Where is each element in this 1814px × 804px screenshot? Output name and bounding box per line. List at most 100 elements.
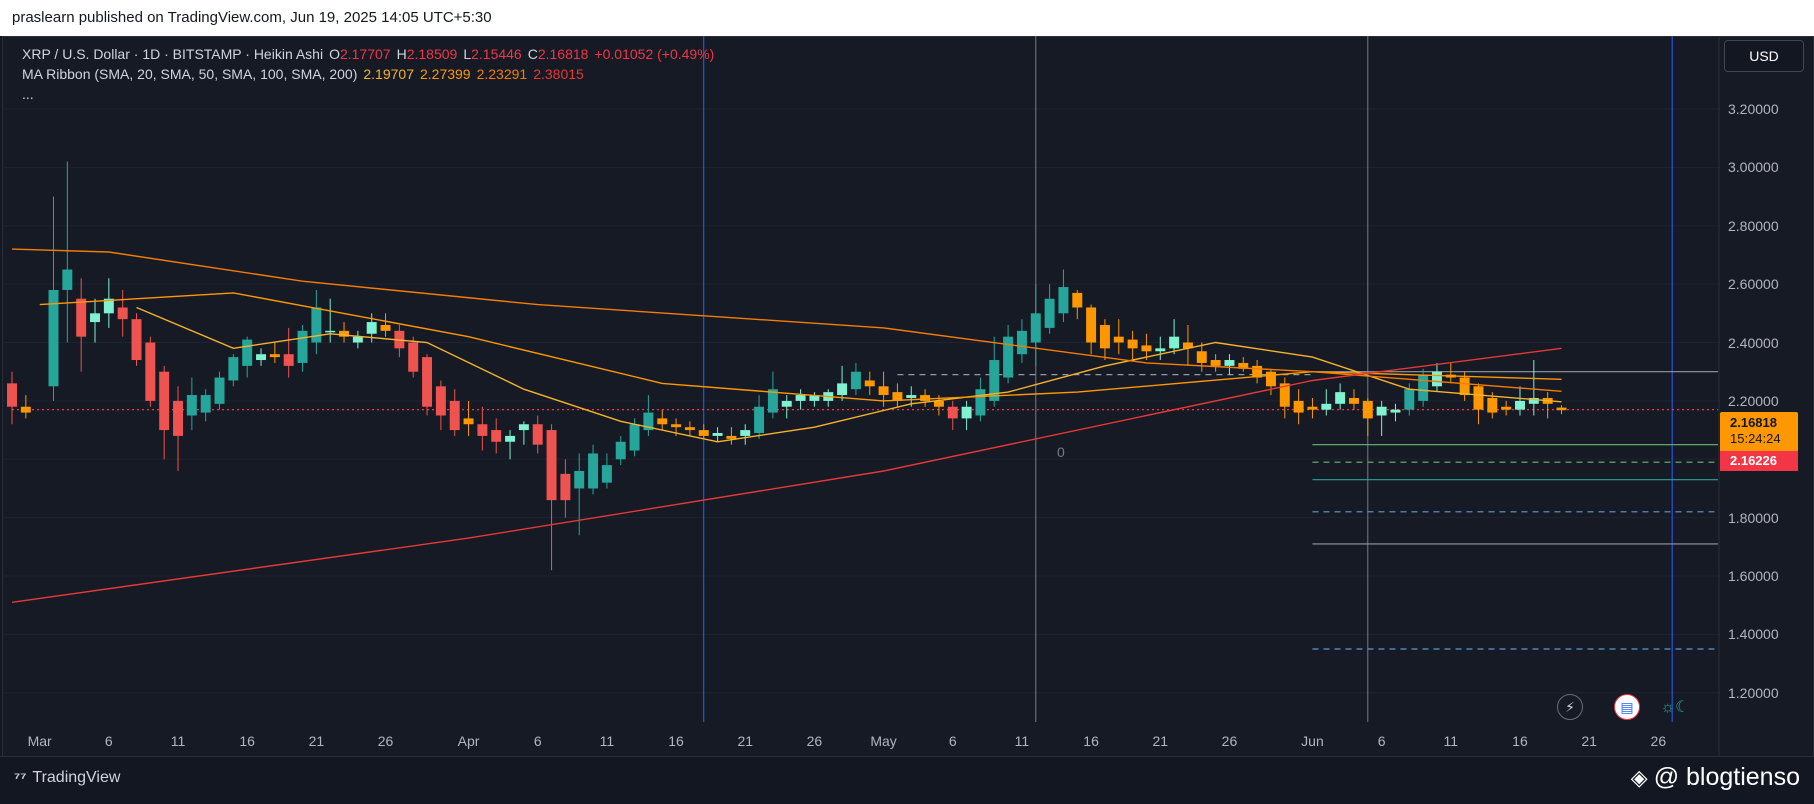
legend-more-button[interactable]: ... (22, 86, 34, 102)
candle-body (214, 377, 225, 404)
date-tick-label: 21 (1581, 733, 1597, 749)
candle-body (740, 430, 751, 436)
candle-body (588, 453, 599, 489)
high-key: H (396, 46, 407, 62)
candle-body (325, 330, 336, 333)
tradingview-brand[interactable]: ⁷⁷ TradingView (14, 769, 120, 787)
candle-body (1238, 362, 1249, 369)
candle-body (1044, 298, 1055, 328)
price-tick-label: 1.40000 (1728, 626, 1779, 643)
candle-body (131, 319, 142, 361)
sun-moon-icon[interactable]: ☼☾ (1660, 699, 1690, 716)
date-tick-label: 6 (948, 733, 957, 749)
watermark-text: @ blogtienso (1653, 763, 1800, 791)
date-tick-label: 16 (1512, 733, 1528, 749)
high-value: 2.18509 (406, 46, 458, 62)
candle-body (671, 424, 682, 428)
candle-body (1321, 403, 1332, 410)
candle-body (754, 406, 765, 434)
us-flag-icon[interactable]: ▤ (1614, 694, 1640, 720)
candle-body (546, 430, 557, 501)
candle-body (892, 392, 903, 401)
date-tick-label: Jun (1301, 733, 1324, 749)
candle-body (920, 395, 931, 401)
candle-body (1072, 292, 1083, 308)
candle-body (809, 395, 820, 401)
chart-legend: XRP / U.S. Dollar · 1D · BITSTAMP · Heik… (22, 44, 714, 104)
candle-body (1058, 287, 1069, 314)
candle-body (795, 395, 806, 401)
price-tick-label: 2.20000 (1728, 392, 1779, 409)
candle-body (449, 400, 460, 431)
date-tick-label: 16 (239, 733, 255, 749)
date-tick-label: 26 (1650, 733, 1667, 749)
date-tick-label: 6 (1377, 733, 1386, 749)
tradingview-logo-icon: ⁷⁷ (14, 769, 27, 787)
candle-body (864, 380, 875, 387)
candle-body (269, 354, 280, 358)
candle-body (435, 386, 446, 416)
candle-body (297, 330, 308, 363)
candle-body (1528, 397, 1539, 404)
watermark: ◈ @ blogtienso (1631, 763, 1800, 792)
candle-body (1016, 330, 1027, 355)
price-tick-label: 3.20000 (1728, 100, 1779, 117)
candle-body (1348, 397, 1359, 404)
current-price-label: 2.16818 15:24:24 (1720, 412, 1798, 452)
candle-body (933, 400, 944, 407)
candle-body (352, 336, 363, 343)
candle-body (1196, 351, 1207, 363)
price-tick-label: 2.40000 (1728, 334, 1779, 351)
candle-body (518, 424, 529, 431)
candle-body (173, 400, 183, 436)
price-tick-label: 1.20000 (1728, 684, 1779, 701)
candle-body (837, 383, 848, 396)
date-tick-label: 6 (533, 733, 542, 749)
candle-body (1390, 409, 1401, 413)
low-key: L (463, 46, 472, 62)
date-tick-label: Apr (457, 733, 480, 749)
candle-body (1141, 345, 1152, 352)
candle-body (339, 330, 350, 337)
candle-body (103, 298, 114, 314)
current-price: 2.16818 (1730, 415, 1777, 430)
candle-body (989, 360, 1000, 401)
publish-header: praslearn published on TradingView.com, … (0, 0, 1814, 36)
candle-body (1252, 365, 1263, 378)
candle-body (491, 430, 502, 442)
candle-body (256, 354, 267, 361)
currency-button[interactable]: USD (1724, 40, 1804, 72)
binance-logo-icon: ◈ (1630, 764, 1648, 790)
candle-body (1431, 371, 1442, 387)
candle-body (850, 371, 861, 390)
date-tick-label: 21 (1152, 733, 1169, 749)
candle-body (684, 427, 695, 431)
candle-body (1376, 406, 1387, 416)
ma-ribbon-title[interactable]: MA Ribbon (SMA, 20, SMA, 50, SMA, 100, S… (22, 66, 358, 82)
candle-body (975, 389, 986, 416)
candle-body (20, 406, 31, 413)
candle-body (422, 357, 433, 407)
candle-body (7, 383, 17, 407)
candle-body (1169, 336, 1180, 349)
candle-body (781, 400, 792, 407)
tradingview-label: TradingView (32, 769, 121, 786)
symbol-info[interactable]: XRP / U.S. Dollar · 1D · BITSTAMP · Heik… (22, 46, 324, 62)
candle-body (1362, 400, 1373, 419)
candle-body (1127, 339, 1138, 349)
candle-body (1086, 307, 1097, 343)
close-key: C (527, 46, 538, 62)
candle-body (961, 406, 972, 419)
price-tick-label: 3.00000 (1728, 159, 1779, 176)
candle-body (62, 269, 73, 290)
date-tick-label: 26 (377, 733, 394, 749)
candle-body (560, 473, 571, 501)
date-tick-label: Mar (27, 733, 52, 749)
candle-body (1113, 336, 1124, 343)
candle-body (629, 424, 640, 451)
flash-icon[interactable]: ⚡ (1557, 694, 1583, 720)
candle-body (1501, 406, 1512, 410)
candle-body (366, 322, 377, 334)
open-value: 2.17707 (339, 46, 391, 62)
